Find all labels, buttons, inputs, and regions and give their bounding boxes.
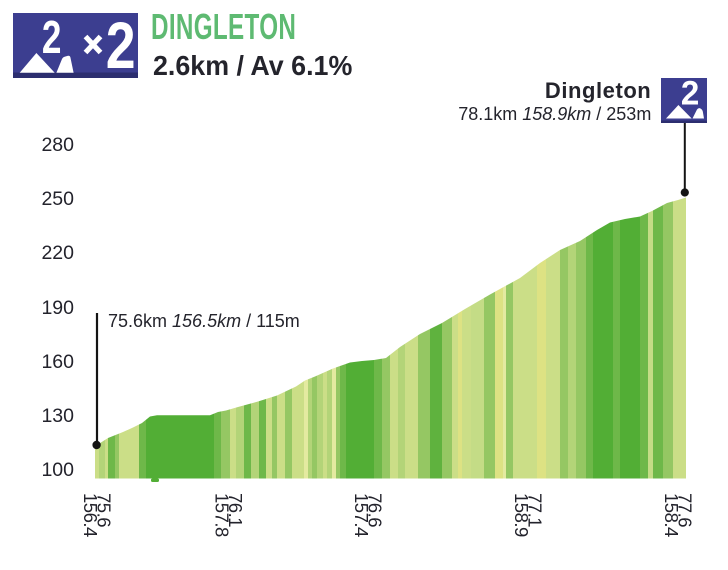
svg-text:2: 2 xyxy=(681,78,699,112)
svg-text:2: 2 xyxy=(106,13,136,78)
svg-text:2: 2 xyxy=(42,13,62,63)
